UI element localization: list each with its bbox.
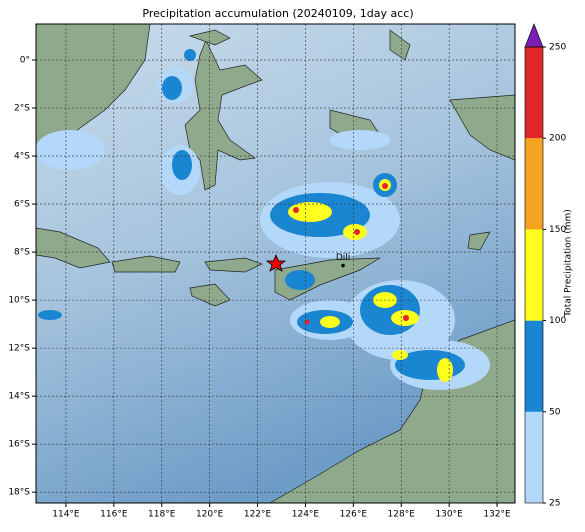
colorbar-segment [525, 411, 543, 503]
map-area [36, 24, 515, 503]
colorbar-tick-label: 25 [549, 499, 560, 509]
x-tick-label: 122°E [244, 510, 272, 520]
colorbar-extend [524, 23, 544, 48]
x-tick-label: 114°E [52, 510, 80, 520]
y-tick-label: 12°S [8, 344, 30, 354]
map-title: Precipitation accumulation (20240109, 1d… [142, 7, 413, 20]
x-tick-label: 116°E [100, 510, 128, 520]
place-dot [341, 263, 345, 268]
colorbar-tick-label: 100 [549, 316, 566, 326]
colorbar-segment [525, 229, 543, 321]
x-tick-label: 128°E [388, 510, 416, 520]
y-tick-label: 8°S [14, 248, 30, 258]
colorbar-tick-label: 250 [549, 43, 566, 53]
y-tick-label: 0° [20, 56, 30, 66]
x-tick-label: 124°E [292, 510, 320, 520]
x-tick-label: 118°E [148, 510, 176, 520]
colorbar-tick-label: 50 [549, 407, 561, 417]
y-tick-label: 18°S [8, 488, 30, 498]
y-tick-label: 2°S [14, 104, 30, 114]
colorbar-segment [525, 138, 543, 230]
x-tick-label: 126°E [340, 510, 368, 520]
y-tick-label: 6°S [14, 200, 30, 210]
y-tick-label: 4°S [14, 152, 30, 162]
y-tick-label: 10°S [8, 296, 30, 306]
colorbar-frame [524, 46, 544, 504]
colorbar-segment [525, 47, 543, 139]
map-frame [35, 23, 516, 504]
x-tick-label: 130°E [435, 510, 463, 520]
star-marker [265, 253, 287, 272]
x-tick-label: 132°E [483, 510, 511, 520]
place-label: Dili [336, 253, 350, 263]
x-tick-label: 120°E [196, 510, 224, 520]
y-tick-label: 16°S [8, 440, 30, 450]
colorbar-tick-label: 200 [549, 134, 566, 144]
colorbar-tick-label: 150 [549, 225, 566, 235]
y-tick-label: 14°S [8, 392, 30, 402]
colorbar-label: Total Precipitation (mm) [564, 209, 574, 318]
colorbar-segment [525, 320, 543, 412]
